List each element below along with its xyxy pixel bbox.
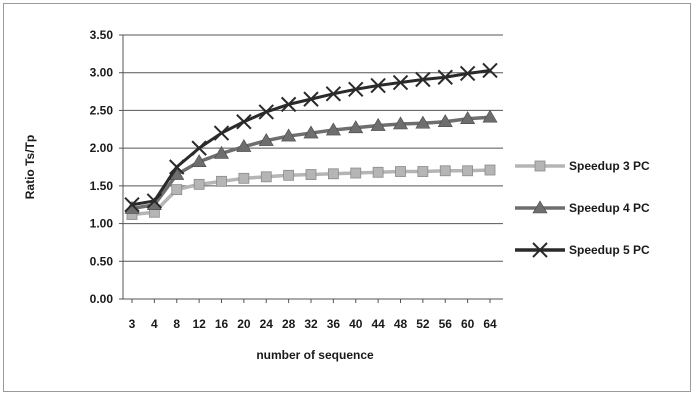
- x-tick-label: 20: [237, 317, 251, 331]
- y-tick-label: 2.00: [90, 141, 114, 155]
- x-tick-label: 60: [461, 317, 475, 331]
- legend-marker: [532, 200, 548, 214]
- data-point: [348, 81, 364, 98]
- x-tick-label: 24: [260, 317, 274, 331]
- x-tick-label: 44: [371, 317, 385, 331]
- data-point: [238, 172, 250, 184]
- series-group: [124, 62, 498, 220]
- data-point: [303, 91, 319, 107]
- x-tick-label: 3: [129, 317, 136, 331]
- series-3: [124, 62, 498, 213]
- x-tick-label: 40: [349, 317, 363, 331]
- data-point: [236, 114, 252, 130]
- legend-label: Speedup 5 PC: [569, 243, 650, 257]
- gridlines: [123, 34, 503, 262]
- data-point: [146, 193, 163, 209]
- legend-entry: Speedup 4 PC: [515, 200, 650, 215]
- data-point: [415, 71, 431, 88]
- y-tick-label: 3.00: [90, 66, 114, 80]
- data-point: [484, 164, 496, 176]
- data-point: [459, 65, 476, 82]
- data-point: [372, 166, 384, 178]
- axes: [119, 34, 503, 303]
- data-point: [303, 125, 319, 139]
- data-point: [460, 111, 476, 125]
- data-point: [392, 74, 409, 91]
- data-point: [213, 145, 230, 159]
- data-point: [395, 166, 406, 177]
- data-point: [325, 122, 341, 136]
- data-point: [193, 178, 205, 190]
- y-tick-label: 1.00: [90, 217, 114, 231]
- data-point: [415, 115, 431, 129]
- legend-entry: Speedup 3 PC: [515, 159, 650, 173]
- data-point: [370, 77, 386, 94]
- data-point: [350, 167, 362, 179]
- x-tick-label: 28: [282, 317, 296, 331]
- x-tick-label: 32: [304, 317, 318, 331]
- x-axis-title: number of sequence: [256, 348, 374, 362]
- data-point: [325, 86, 342, 102]
- y-tick-label: 1.50: [90, 179, 114, 193]
- data-point: [280, 96, 297, 113]
- y-tick-labels: 0.00 0.50 1.00 1.50 2.00 2.50 3.00 3.50: [90, 28, 114, 306]
- chart-frame: [3, 3, 691, 392]
- data-point: [236, 139, 252, 152]
- legend-label: Speedup 4 PC: [569, 201, 650, 215]
- y-tick-label: 0.00: [90, 292, 114, 306]
- data-point: [216, 175, 227, 187]
- data-point: [482, 109, 498, 123]
- data-point: [283, 169, 295, 181]
- data-point: [482, 62, 498, 79]
- data-point: [258, 104, 274, 120]
- series-1: [126, 164, 496, 220]
- y-tick-label: 2.50: [90, 103, 114, 117]
- legend-label: Speedup 3 PC: [569, 159, 650, 173]
- y-axis-title: Ratio Ts/Tp: [23, 135, 37, 199]
- data-point: [213, 125, 230, 141]
- x-tick-label: 8: [173, 317, 180, 331]
- legend-marker: [534, 160, 546, 172]
- x-tick-label: 64: [483, 317, 497, 331]
- data-point: [281, 128, 297, 142]
- data-point: [191, 140, 207, 156]
- y-tick-label: 0.50: [90, 254, 114, 268]
- data-point: [191, 154, 207, 168]
- data-point: [258, 133, 274, 146]
- x-tick-label: 56: [439, 317, 453, 331]
- legend-marker: [532, 242, 548, 258]
- data-point: [327, 168, 339, 180]
- data-point: [392, 116, 409, 130]
- data-point: [305, 169, 317, 180]
- legend: Speedup 3 PC Speedup 4 PC Speedup 5 PC: [515, 159, 650, 258]
- x-tick-label: 52: [416, 317, 430, 331]
- data-point: [348, 120, 364, 134]
- data-point: [462, 165, 474, 177]
- data-point: [437, 69, 453, 85]
- data-point: [417, 166, 429, 177]
- data-point: [260, 171, 272, 183]
- data-point: [124, 197, 140, 213]
- x-tick-label: 12: [192, 317, 206, 331]
- data-point: [437, 114, 453, 128]
- y-tick-label: 3.50: [90, 28, 114, 42]
- data-point: [370, 117, 386, 131]
- legend-entry: Speedup 5 PC: [515, 242, 650, 258]
- data-point: [439, 165, 451, 177]
- x-tick-label: 4: [151, 317, 158, 331]
- x-tick-label: 16: [215, 317, 229, 331]
- series-2: [124, 109, 498, 214]
- data-point: [171, 184, 183, 196]
- x-tick-labels: 3 4 8 12 16 20 24 28 32 36 40 44 48 52 56 60 64: [129, 317, 497, 331]
- x-tick-label: 48: [394, 317, 408, 331]
- data-point: [169, 159, 185, 175]
- x-tick-label: 36: [327, 317, 341, 331]
